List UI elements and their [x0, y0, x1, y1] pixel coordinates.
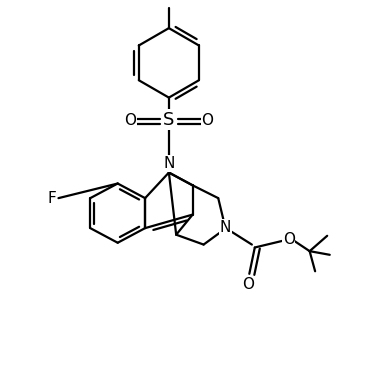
Text: O: O	[201, 113, 213, 128]
Text: O: O	[243, 277, 255, 291]
Text: S: S	[163, 111, 175, 129]
Text: N: N	[163, 156, 175, 171]
Text: N: N	[220, 220, 231, 235]
Text: O: O	[124, 113, 137, 128]
Text: F: F	[47, 191, 56, 206]
Text: O: O	[283, 232, 295, 247]
